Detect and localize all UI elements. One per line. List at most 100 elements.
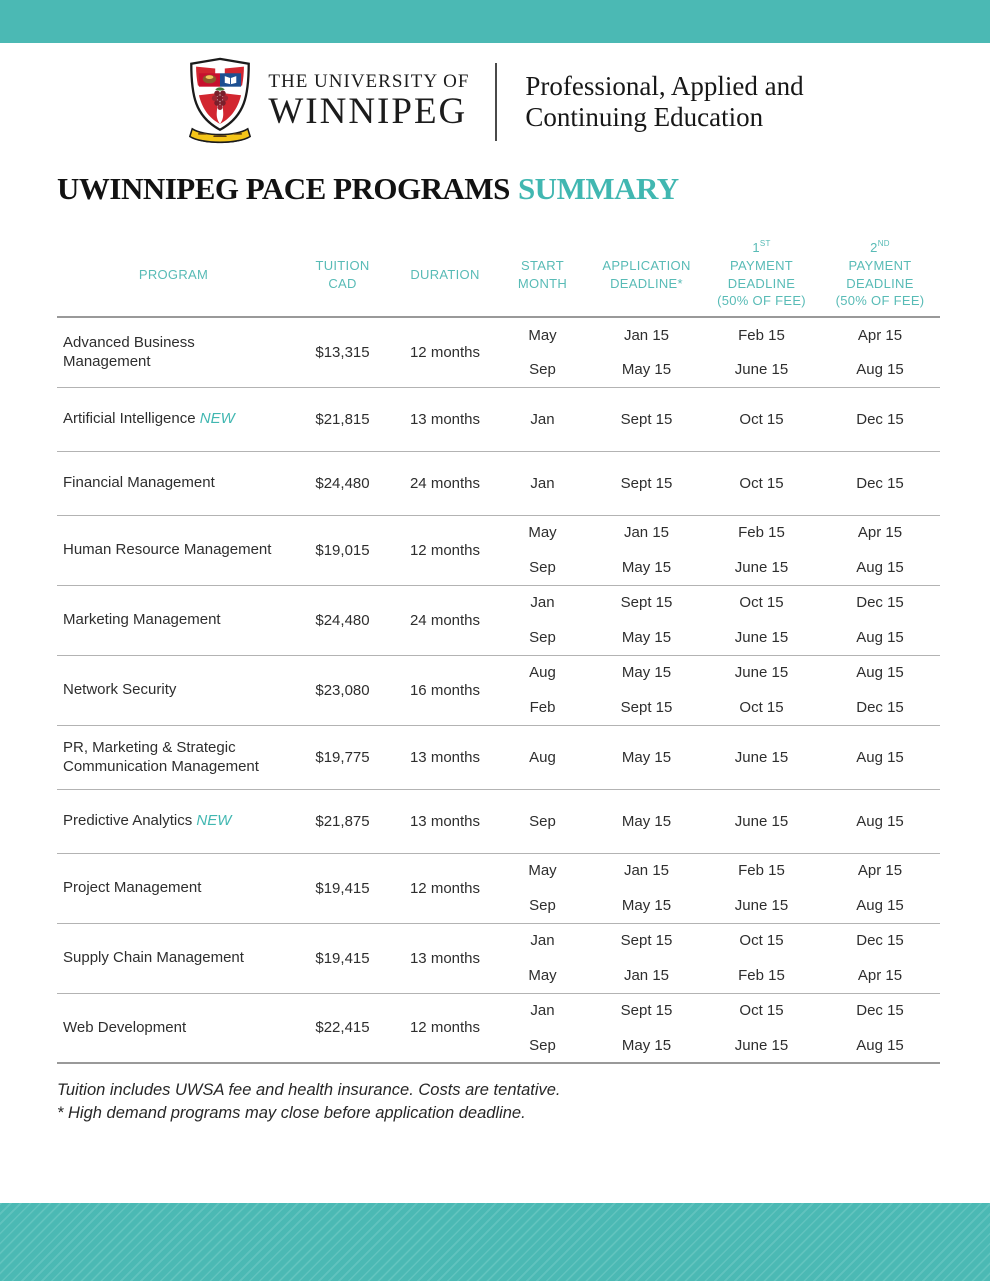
duration-value: 13 months — [409, 812, 481, 830]
program-name-cell: Project Management — [57, 853, 290, 923]
university-name-line1: THE UNIVERSITY OF — [268, 71, 470, 93]
first-payment-deadline-value: Oct 15 — [739, 594, 784, 612]
start-month-value: Jan — [530, 1002, 555, 1020]
first-payment-deadline-value: Oct 15 — [739, 474, 784, 492]
session-row: Sep May 15 June 15 Aug 15 — [57, 352, 940, 387]
application-deadline-value: Sept 15 — [620, 698, 673, 716]
col-header-second-payment-line1: PAYMENT — [848, 257, 912, 273]
col-header-duration: DURATION — [395, 233, 495, 317]
second-payment-deadline-value: Dec 15 — [856, 932, 904, 950]
tuition-value: $19,775 — [315, 748, 370, 766]
start-month-value: Aug — [529, 748, 556, 766]
program-row-group: Predictive Analytics NEW $21,875 13 months… — [57, 789, 940, 853]
session-row: Marketing Management $24,480 24 months Jan S… — [57, 585, 940, 628]
division-name-line1: Professional, Applied and — [525, 70, 804, 101]
duration-value: 13 months — [409, 748, 481, 766]
start-month-value: May — [528, 326, 557, 344]
university-name-line2: WINNIPEG — [268, 91, 468, 133]
second-payment-deadline-value: Apr 15 — [857, 326, 903, 344]
application-deadline-value: May 15 — [621, 812, 672, 830]
start-month-value: Sep — [529, 896, 556, 914]
session-row: Financial Management $24,480 24 months Jan S… — [57, 451, 940, 515]
application-deadline-value: Sept 15 — [620, 932, 673, 950]
col-header-first-payment-line1: PAYMENT — [729, 257, 793, 273]
tuition-value: $22,415 — [315, 1019, 370, 1037]
second-payment-deadline-value: Aug 15 — [856, 558, 904, 576]
session-row: Project Management $19,415 12 months May Jan… — [57, 853, 940, 896]
start-month-value: May — [528, 524, 557, 542]
duration-value: 12 months — [409, 541, 481, 559]
session-row: May Jan 15 Feb 15 Apr 15 — [57, 958, 940, 993]
tuition-value: $19,415 — [315, 879, 370, 897]
program-name: Advanced Business Management — [63, 333, 195, 371]
first-payment-deadline-value: June 15 — [734, 896, 789, 914]
session-row: Sep May 15 June 15 Aug 15 — [57, 1028, 940, 1063]
tuition-value: $21,875 — [315, 812, 370, 830]
second-payment-deadline-value: Apr 15 — [857, 966, 903, 984]
program-name: Supply Chain Management — [63, 949, 244, 967]
second-payment-deadline-value: Aug 15 — [856, 748, 904, 766]
program-name-cell: Advanced Business Management — [57, 317, 290, 387]
duration-value: 12 months — [409, 343, 481, 361]
program-name-cell: Web Development — [57, 993, 290, 1063]
first-payment-deadline-value: June 15 — [734, 628, 789, 646]
col-header-first-payment: 1ST PAYMENT DEADLINE (50% OF FEE) — [703, 233, 820, 317]
second-payment-deadline-value: Apr 15 — [857, 524, 903, 542]
application-deadline-value: Jan 15 — [623, 862, 670, 880]
application-deadline-value: Sept 15 — [620, 410, 673, 428]
start-month-value: May — [528, 862, 557, 880]
col-header-tuition-line2: CAD — [328, 275, 357, 291]
start-month-value: Sep — [529, 812, 556, 830]
division-name-line2: Continuing Education — [525, 102, 764, 132]
program-row-group: Artificial Intelligence NEW $21,815 13 mon… — [57, 387, 940, 451]
col-header-second-payment-line3: (50% OF FEE) — [835, 293, 925, 309]
second-payment-deadline-value: Aug 15 — [856, 628, 904, 646]
col-header-start-month: START MONTH — [495, 233, 590, 317]
start-month-value: Jan — [530, 410, 555, 428]
tuition-value: $23,080 — [315, 681, 370, 699]
program-row-group: Web Development $22,415 12 months Jan Sept 1… — [57, 993, 940, 1063]
new-badge: NEW — [196, 812, 232, 830]
page-title: UWINNIPEG PACE PROGRAMS SUMMARY — [57, 171, 990, 207]
division-name: Professional, Applied and Continuing Edu… — [525, 71, 803, 134]
start-month-value: Jan — [530, 474, 555, 492]
duration-value: 24 months — [409, 611, 481, 629]
start-month-value: Feb — [529, 698, 556, 716]
first-payment-deadline-value: Feb 15 — [738, 862, 785, 880]
col-header-second-payment-line2: DEADLINE — [846, 275, 914, 291]
tuition-value: $13,315 — [315, 343, 370, 361]
application-deadline-value: May 15 — [621, 558, 672, 576]
program-name: Predictive Analytics — [63, 812, 193, 830]
program-name-cell: Artificial Intelligence NEW — [57, 387, 290, 451]
new-badge: NEW — [199, 410, 235, 428]
session-row: Sep May 15 June 15 Aug 15 — [57, 888, 940, 923]
application-deadline-value: May 15 — [621, 1036, 672, 1054]
program-row-group: Network Security $23,080 16 months Aug May 1… — [57, 655, 940, 725]
second-payment-deadline-value: Apr 15 — [857, 862, 903, 880]
program-name-cell: Human Resource Management — [57, 515, 290, 585]
application-deadline-value: Sept 15 — [620, 594, 673, 612]
second-payment-deadline-value: Aug 15 — [856, 360, 904, 378]
session-row: Supply Chain Management $19,415 13 months J… — [57, 923, 940, 966]
application-deadline-value: Jan 15 — [623, 966, 670, 984]
second-payment-deadline-value: Aug 15 — [856, 664, 904, 682]
program-name-cell: Financial Management — [57, 451, 290, 515]
tuition-value: $24,480 — [315, 611, 370, 629]
duration-value: 12 months — [409, 1019, 481, 1037]
first-payment-deadline-value: Feb 15 — [738, 326, 785, 344]
col-header-duration-label: DURATION — [410, 266, 480, 282]
duration-value: 24 months — [409, 474, 481, 492]
first-payment-deadline-value: June 15 — [734, 664, 789, 682]
session-row: Human Resource Management $19,015 12 month… — [57, 515, 940, 558]
col-header-start-line2: MONTH — [517, 275, 568, 291]
start-month-value: Sep — [529, 360, 556, 378]
session-row: Sep May 15 June 15 Aug 15 — [57, 550, 940, 585]
session-row: Sep May 15 June 15 Aug 15 — [57, 620, 940, 655]
col-header-first-payment-ordinal: 1ST — [752, 238, 771, 255]
program-row-group: Supply Chain Management $19,415 13 months J… — [57, 923, 940, 993]
university-name: THE UNIVERSITY OF WINNIPEG — [268, 72, 469, 132]
col-header-application-deadline: APPLICATION DEADLINE* — [590, 233, 703, 317]
second-payment-deadline-value: Dec 15 — [856, 410, 904, 428]
duration-value: 12 months — [409, 879, 481, 897]
table-header-row: PROGRAM TUITION CAD DURATION START MONTH — [57, 233, 940, 317]
